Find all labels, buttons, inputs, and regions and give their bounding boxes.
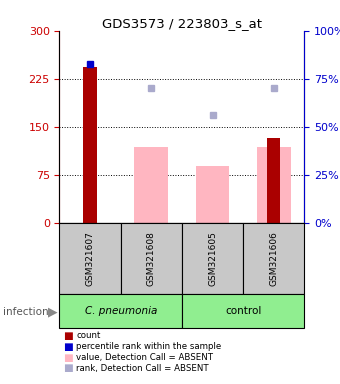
Text: GSM321608: GSM321608 (147, 231, 156, 286)
Text: ▶: ▶ (48, 305, 57, 318)
Bar (121, 223, 182, 294)
Text: GSM321607: GSM321607 (86, 231, 95, 286)
Bar (59, 294, 182, 328)
Bar (83, 67, 97, 223)
Text: rank, Detection Call = ABSENT: rank, Detection Call = ABSENT (76, 364, 209, 373)
Text: GSM321606: GSM321606 (269, 231, 278, 286)
Text: control: control (225, 306, 261, 316)
Text: ■: ■ (63, 353, 73, 362)
Bar (257, 147, 290, 223)
Text: ■: ■ (63, 331, 73, 341)
Bar (135, 147, 168, 223)
Bar (196, 166, 229, 223)
Text: ■: ■ (63, 342, 73, 352)
Bar (59, 223, 121, 294)
Bar (182, 294, 304, 328)
Text: ■: ■ (63, 363, 73, 373)
Text: GSM321605: GSM321605 (208, 231, 217, 286)
Text: count: count (76, 331, 101, 341)
Text: C. pneumonia: C. pneumonia (85, 306, 157, 316)
Title: GDS3573 / 223803_s_at: GDS3573 / 223803_s_at (102, 17, 262, 30)
Bar (267, 137, 280, 223)
Text: value, Detection Call = ABSENT: value, Detection Call = ABSENT (76, 353, 214, 362)
Bar (182, 223, 243, 294)
Text: percentile rank within the sample: percentile rank within the sample (76, 342, 222, 351)
Text: infection: infection (3, 307, 49, 317)
Bar (243, 223, 304, 294)
